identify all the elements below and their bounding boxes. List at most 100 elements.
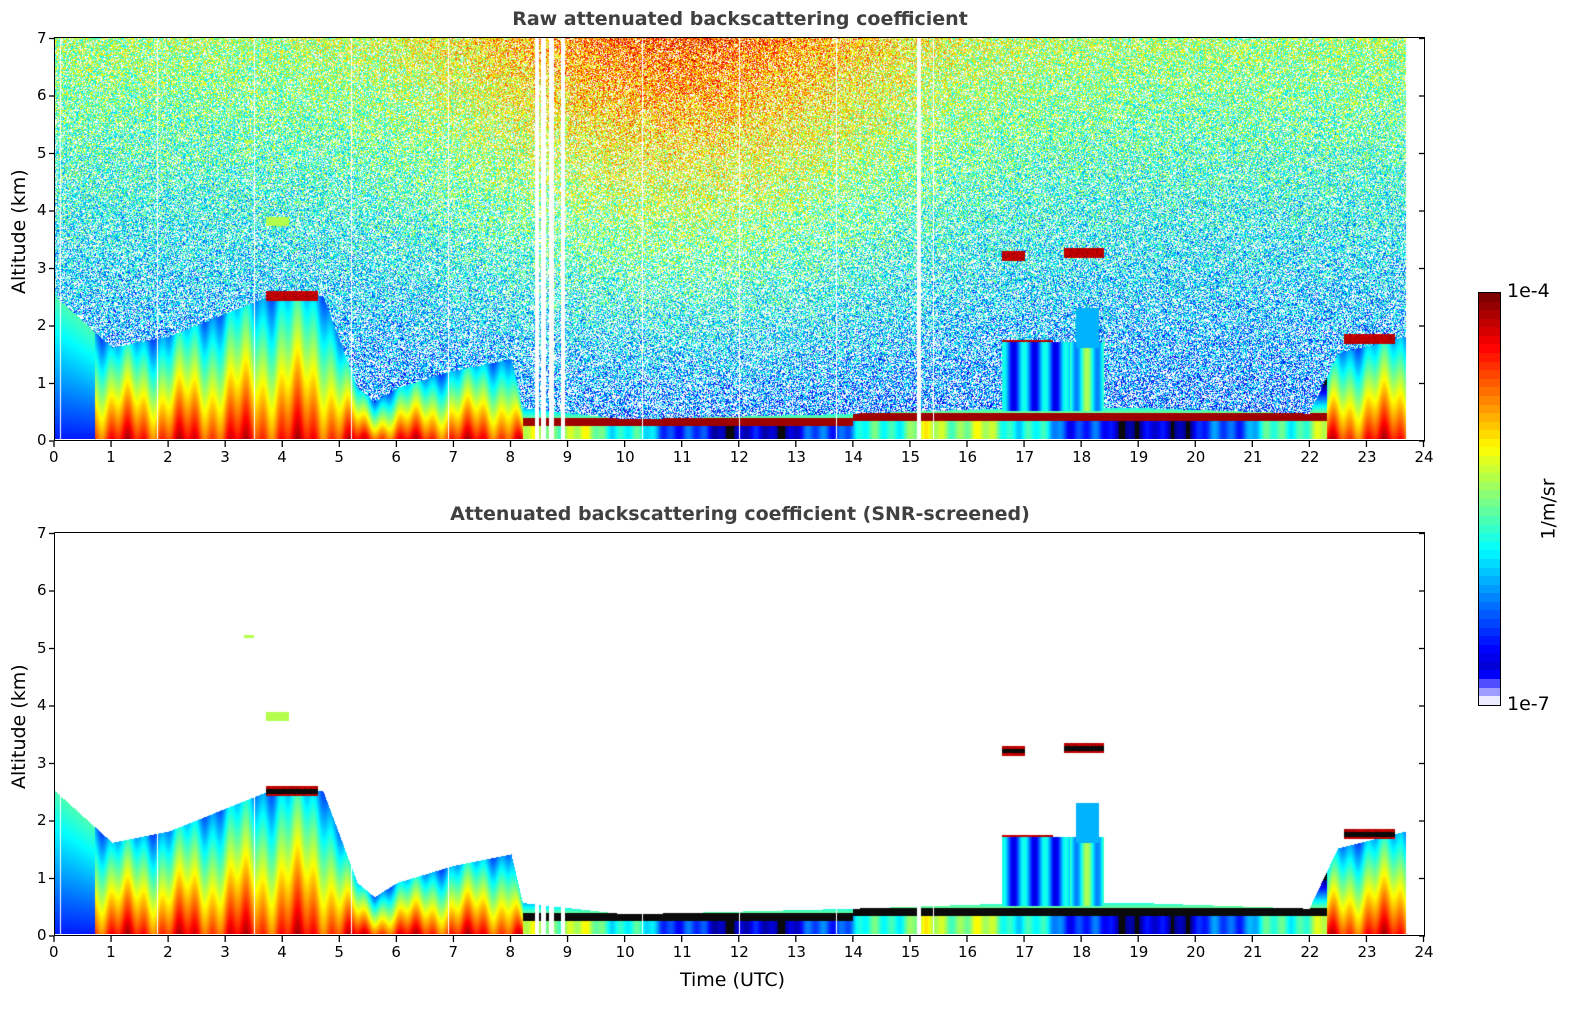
colorbar-step <box>1479 404 1500 414</box>
x-tick-label: 1 <box>106 448 116 466</box>
x-tick-label: 21 <box>1243 448 1263 466</box>
colorbar-step <box>1479 327 1500 336</box>
colorbar-step <box>1479 696 1500 705</box>
y-tick-label: 1 <box>37 868 47 887</box>
colorbar-step <box>1479 507 1500 517</box>
x-tick-label: 12 <box>729 448 749 466</box>
x-tick-label: 8 <box>505 448 516 466</box>
x-tick-label: 14 <box>843 943 863 961</box>
colorbar-step <box>1479 567 1500 577</box>
y-tick-label: 7 <box>37 523 47 542</box>
colorbar-step <box>1479 524 1500 534</box>
x-tick-label: 20 <box>1186 943 1206 961</box>
bottom-heatmap-axes <box>54 532 1425 936</box>
x-tick-label: 13 <box>786 943 806 961</box>
x-tick-label: 11 <box>672 943 692 961</box>
colorbar-step <box>1479 353 1500 362</box>
top-y-axis-label: Altitude (km) <box>8 169 30 294</box>
y-tick-label: 5 <box>37 143 47 162</box>
y-tick-label: 1 <box>37 373 47 392</box>
colorbar-step <box>1479 610 1500 619</box>
x-tick-label: 12 <box>729 943 749 961</box>
colorbar-step <box>1479 413 1500 422</box>
x-tick-label: 7 <box>448 943 458 961</box>
colorbar-step <box>1479 481 1500 491</box>
bottom-heatmap-image <box>55 533 1423 934</box>
y-tick-label: 0 <box>37 926 47 944</box>
colorbar-step <box>1479 370 1500 379</box>
x-tick-label: 9 <box>562 448 573 466</box>
colorbar-step <box>1479 644 1500 654</box>
x-tick-label: 11 <box>672 448 692 466</box>
top-heatmap-image <box>55 38 1423 439</box>
y-tick-label: 6 <box>37 86 47 104</box>
y-tick-label: 6 <box>37 581 47 599</box>
colorbar-step <box>1479 618 1500 628</box>
x-tick-label: 19 <box>1129 448 1149 466</box>
colorbar-step <box>1479 558 1500 568</box>
x-tick-label: 2 <box>163 943 173 961</box>
x-tick-label: 24 <box>1414 943 1434 961</box>
colorbar-step <box>1479 679 1500 688</box>
x-tick-label: 23 <box>1357 943 1377 961</box>
x-tick-label: 3 <box>220 448 230 466</box>
x-tick-label: 10 <box>615 943 635 961</box>
x-tick-label: 14 <box>843 448 863 466</box>
colorbar-step <box>1479 473 1500 482</box>
colorbar <box>1478 292 1501 706</box>
x-tick-label: 5 <box>334 943 344 961</box>
x-tick-label: 3 <box>220 943 230 961</box>
x-tick-label: 18 <box>1072 943 1092 961</box>
x-tick-label: 4 <box>277 448 287 466</box>
x-tick-label: 13 <box>786 448 806 466</box>
x-tick-label: 21 <box>1243 943 1263 961</box>
x-tick-label: 18 <box>1072 448 1092 466</box>
colorbar-step <box>1479 318 1500 328</box>
colorbar-step <box>1479 438 1500 448</box>
colorbar-step <box>1479 344 1500 354</box>
colorbar-step <box>1479 584 1500 594</box>
colorbar-step <box>1479 421 1500 431</box>
x-tick-label: 24 <box>1414 448 1434 466</box>
top-heatmap-axes <box>54 37 1425 441</box>
y-tick-label: 4 <box>37 201 47 219</box>
colorbar-step <box>1479 593 1500 602</box>
colorbar-step <box>1479 361 1500 371</box>
colorbar-step <box>1479 335 1500 345</box>
colorbar-step <box>1479 516 1500 525</box>
x-tick-label: 8 <box>505 943 516 961</box>
x-tick-label: 17 <box>1015 448 1035 466</box>
y-tick-label: 7 <box>37 28 47 47</box>
y-tick-label: 2 <box>37 316 47 334</box>
colorbar-step <box>1479 498 1500 508</box>
colorbar-step <box>1479 378 1500 388</box>
colorbar-step <box>1479 310 1500 319</box>
colorbar-step <box>1479 387 1500 396</box>
x-tick-label: 6 <box>391 943 401 961</box>
x-tick-label: 4 <box>277 943 287 961</box>
colorbar-step <box>1479 464 1500 474</box>
colorbar-step <box>1479 301 1500 311</box>
colorbar-step <box>1479 533 1500 542</box>
colorbar-max-label: 1e-4 <box>1507 280 1550 302</box>
colorbar-step <box>1479 601 1500 611</box>
x-tick-label: 5 <box>334 448 344 466</box>
y-tick-label: 4 <box>37 696 47 714</box>
x-tick-label: 15 <box>900 943 921 961</box>
colorbar-min-label: 1e-7 <box>1507 693 1550 715</box>
top-panel-title: Raw attenuated backscattering coefficien… <box>512 8 968 30</box>
x-tick-label: 7 <box>448 448 458 466</box>
x-tick-label: 17 <box>1015 943 1035 961</box>
x-tick-label: 10 <box>615 448 635 466</box>
colorbar-step <box>1479 636 1500 645</box>
colorbar-step <box>1479 541 1500 551</box>
x-tick-label: 15 <box>900 448 921 466</box>
x-tick-label: 2 <box>163 448 173 466</box>
colorbar-step <box>1479 395 1500 405</box>
x-tick-label: 23 <box>1357 448 1377 466</box>
x-axis-label: Time (UTC) <box>680 969 786 991</box>
colorbar-step <box>1479 550 1500 559</box>
x-tick-label: 6 <box>391 448 401 466</box>
colorbar-step <box>1479 576 1500 585</box>
colorbar-step <box>1479 627 1500 637</box>
